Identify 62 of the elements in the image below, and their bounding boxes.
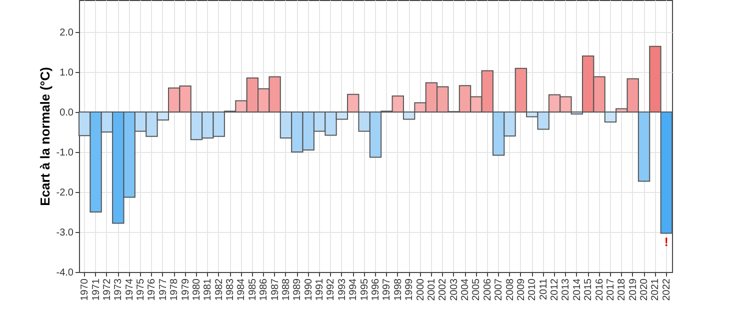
y-tick-label: -2.0	[56, 188, 74, 198]
x-tick-label: 1987	[270, 278, 281, 301]
x-tick-label: 1983	[225, 278, 236, 301]
x-tick-label: 1990	[303, 278, 314, 301]
y-tick-label: 0.0	[60, 108, 74, 118]
x-tick-label: 1988	[280, 278, 292, 301]
x-tick-label: 1991	[314, 278, 326, 301]
x-tick-label: 1985	[247, 278, 258, 301]
x-tick-label: 2006	[482, 278, 494, 301]
x-tick-label: 1994	[348, 278, 360, 301]
x-tick-label: 2019	[628, 278, 639, 301]
x-tick-label: 1970	[80, 278, 91, 301]
x-tick-label: 2000	[415, 278, 426, 301]
x-tick-label: 2005	[471, 278, 482, 301]
x-tick-label: 1992	[326, 278, 337, 301]
x-tick-label: 1974	[124, 278, 136, 301]
x-tick-label: 2012	[550, 278, 561, 301]
y-tick-label: -4.0	[56, 268, 74, 278]
x-tick-label: 2013	[560, 278, 572, 301]
x-tick-label: 2014	[572, 278, 583, 301]
x-tick-label: 2017	[605, 278, 616, 301]
x-tick-label: 2020	[639, 278, 650, 301]
x-tick-label: 2001	[426, 278, 438, 301]
x-tick-label: 2004	[460, 278, 472, 301]
x-tick-label: 1971	[90, 278, 102, 301]
x-tick-label: 1978	[169, 278, 180, 301]
y-tick-label: -3.0	[56, 228, 74, 238]
x-tick-label: 1973	[113, 278, 124, 301]
x-tick-label: 2011	[538, 278, 550, 300]
x-tick-label: 1975	[136, 278, 147, 301]
x-tick-label: 1997	[382, 278, 393, 301]
x-tick-label: 1996	[370, 278, 382, 301]
x-tick-label: 1979	[180, 278, 192, 301]
annotation: !	[664, 235, 668, 250]
x-tick-label: 1986	[258, 278, 270, 301]
y-axis-title: Ecart à la normale (°C)	[37, 67, 52, 206]
x-tick-label: 1972	[102, 278, 113, 301]
x-tick-label: 1999	[404, 278, 416, 301]
x-tick-label: 2002	[438, 278, 449, 301]
x-tick-label: 2008	[504, 278, 516, 301]
x-tick-label: 1980	[191, 278, 202, 301]
x-tick-label: 1989	[292, 278, 304, 301]
x-tick-label: 2021	[650, 278, 662, 301]
x-tick-label: 2018	[616, 278, 628, 301]
x-tick-label: 1984	[236, 278, 248, 301]
y-tick-label: -1.0	[56, 148, 74, 158]
x-tick-label: 2007	[494, 278, 505, 301]
x-tick-label: 1982	[214, 278, 225, 301]
x-tick-label: 2022	[661, 278, 672, 301]
x-tick-label: 1976	[146, 278, 158, 301]
x-tick-label: 2010	[527, 278, 538, 301]
x-tick-label: 1993	[336, 278, 348, 301]
x-tick-label: 2003	[448, 278, 460, 301]
x-tick-label: 2009	[516, 278, 527, 301]
y-tick-label: 1.0	[60, 68, 74, 78]
x-tick-label: 2015	[583, 278, 594, 301]
x-tick-label: 1995	[359, 278, 370, 301]
x-tick-label: 1977	[158, 278, 169, 301]
x-tick-label: 1981	[202, 278, 214, 301]
y-tick-label: 2.0	[60, 28, 74, 38]
x-tick-label: 1998	[392, 278, 404, 301]
x-tick-label: 2016	[594, 278, 606, 301]
